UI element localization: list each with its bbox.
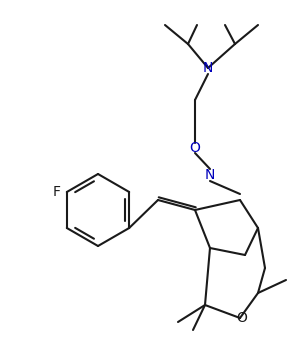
Text: N: N: [205, 168, 215, 182]
Text: F: F: [53, 185, 61, 199]
Text: O: O: [189, 141, 201, 155]
Text: O: O: [237, 311, 247, 325]
Text: N: N: [203, 61, 213, 75]
